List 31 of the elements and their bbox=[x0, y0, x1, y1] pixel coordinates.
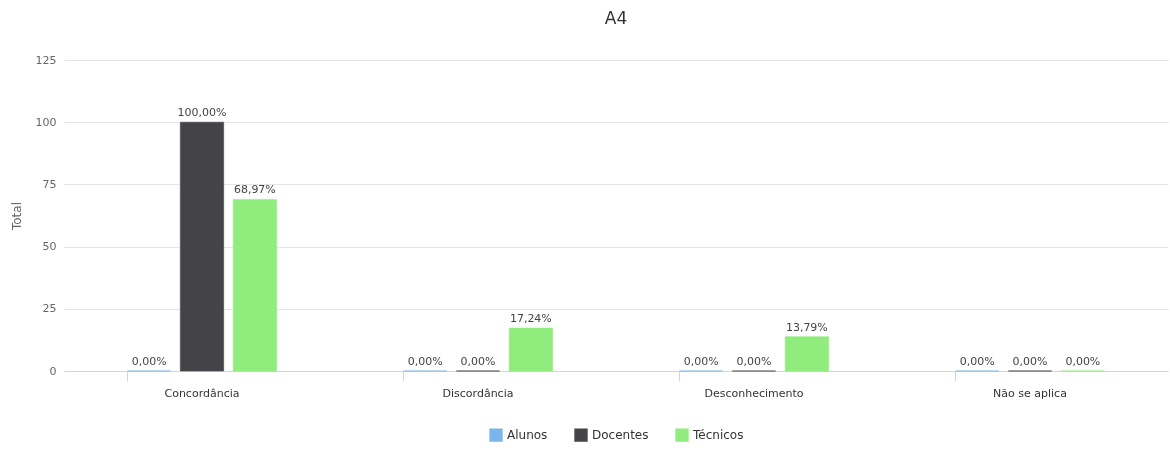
data-label: 0,00% bbox=[1065, 355, 1101, 368]
legend-label: Alunos bbox=[507, 428, 548, 443]
y-tick-label: 75 bbox=[42, 177, 57, 191]
bar bbox=[784, 336, 829, 372]
bar bbox=[180, 121, 224, 372]
data-label: 0,00% bbox=[460, 355, 496, 368]
data-label: 68,97% bbox=[233, 183, 276, 197]
data-label: 100,00% bbox=[177, 106, 227, 120]
x-tick-label: Desconhecimento bbox=[704, 386, 804, 400]
data-label: 17,24% bbox=[509, 312, 552, 326]
x-tick-label: Não se aplica bbox=[993, 386, 1067, 400]
bar bbox=[508, 327, 553, 372]
chart-title: A4 bbox=[604, 8, 628, 28]
y-tick-label: 0 bbox=[49, 364, 57, 378]
y-tick-label: 125 bbox=[35, 53, 57, 67]
legend-label: Docentes bbox=[592, 428, 649, 443]
y-tick-label: 25 bbox=[42, 302, 57, 316]
data-label: 0,00% bbox=[959, 355, 995, 368]
data-label: 0,00% bbox=[683, 355, 719, 368]
legend-label: Técnicos bbox=[692, 428, 744, 443]
y-tick-label: 100 bbox=[35, 115, 57, 129]
y-tick-label: 50 bbox=[42, 240, 57, 254]
data-label: 0,00% bbox=[131, 355, 167, 368]
bar bbox=[232, 199, 277, 372]
data-label: 0,00% bbox=[736, 355, 772, 368]
x-tick-label: Discordância bbox=[442, 386, 514, 400]
data-label: 0,00% bbox=[1012, 355, 1048, 368]
y-axis-title: Total bbox=[9, 201, 24, 232]
data-label: 13,79% bbox=[785, 320, 828, 334]
x-tick-label: Concordância bbox=[164, 386, 240, 400]
data-label: 0,00% bbox=[407, 355, 443, 368]
